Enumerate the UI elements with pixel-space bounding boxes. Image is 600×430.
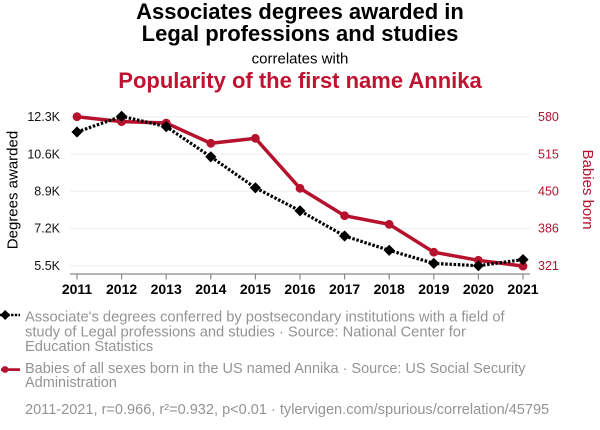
svg-text:Associate's degrees conferred: Associate's degrees conferred by postsec… [25, 310, 506, 326]
svg-text:2021: 2021 [507, 281, 538, 297]
svg-text:Babies of all sexes born in th: Babies of all sexes born in the US named… [25, 361, 526, 377]
svg-text:515: 515 [538, 147, 559, 161]
svg-text:2016: 2016 [284, 281, 315, 297]
svg-text:Babies born: Babies born [579, 150, 596, 230]
svg-text:10.6K: 10.6K [27, 147, 60, 161]
svg-text:450: 450 [538, 185, 559, 199]
svg-text:2012: 2012 [106, 281, 137, 297]
svg-text:12.3K: 12.3K [27, 110, 60, 124]
svg-text:Degrees awarded: Degrees awarded [5, 131, 22, 249]
svg-text:2014: 2014 [195, 281, 226, 297]
svg-text:Education Statistics: Education Statistics [25, 339, 153, 355]
svg-text:2015: 2015 [240, 281, 271, 297]
svg-text:8.9K: 8.9K [34, 185, 60, 199]
svg-text:correlates with: correlates with [252, 51, 349, 68]
svg-text:580: 580 [538, 110, 559, 124]
svg-text:5.5K: 5.5K [34, 259, 60, 273]
svg-text:Legal professions and studies: Legal professions and studies [142, 21, 459, 46]
svg-text:321: 321 [538, 259, 559, 273]
svg-text:7.2K: 7.2K [34, 222, 60, 236]
svg-text:2019: 2019 [418, 281, 449, 297]
svg-text:study of Legal professions and: study of Legal professions and studies ·… [25, 324, 466, 340]
svg-text:2020: 2020 [463, 281, 494, 297]
svg-text:2018: 2018 [374, 281, 405, 297]
svg-text:386: 386 [538, 222, 559, 236]
svg-text:Associates degrees awarded in: Associates degrees awarded in [136, 0, 464, 24]
svg-text:2011: 2011 [62, 281, 93, 297]
svg-text:Administration: Administration [25, 375, 117, 391]
svg-text:Popularity of the first name A: Popularity of the first name Annika [118, 68, 482, 93]
svg-text:2017: 2017 [329, 281, 360, 297]
svg-text:2013: 2013 [151, 281, 182, 297]
svg-text:2011-2021, r=0.966, r²=0.932,: 2011-2021, r=0.966, r²=0.932, p<0.01 · t… [25, 402, 549, 418]
